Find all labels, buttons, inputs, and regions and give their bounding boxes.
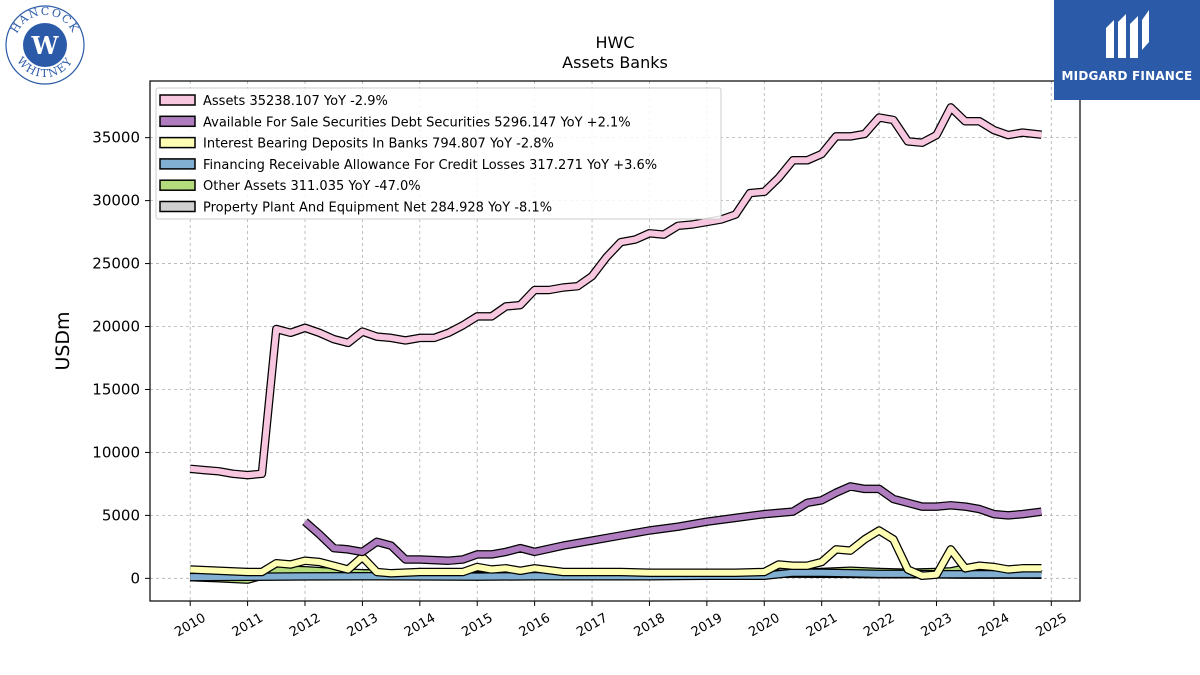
x-tick-label: 2020	[746, 611, 782, 641]
x-tick-label: 2023	[919, 611, 955, 641]
series-line-ibd	[190, 527, 1042, 579]
svg-text:W: W	[31, 31, 60, 60]
legend-swatch-ibd	[159, 136, 196, 149]
x-tick-label: 2019	[689, 611, 725, 641]
legend-label-allowance: Financing Receivable Allowance For Credi…	[203, 158, 657, 173]
midgard-finance-logo: MIDGARD FINANCE	[1054, 0, 1200, 100]
series-outline-afs	[302, 482, 1043, 565]
y-axis-label: USDm	[52, 311, 74, 370]
legend-label-ibd: Interest Bearing Deposits In Banks 794.8…	[203, 137, 554, 152]
legend-label-other: Other Assets 311.035 YoY -47.0%	[203, 179, 421, 194]
hancock-whitney-logo: W HANCOCK WHITNEY	[5, 5, 85, 85]
x-tick-label: 2010	[172, 611, 208, 641]
x-tick-label: 2013	[345, 611, 381, 641]
series-layer	[189, 103, 1043, 584]
legend: Assets 35238.107 YoY -2.9% Available For …	[155, 87, 722, 220]
x-tick-label: 2015	[459, 611, 495, 641]
x-tick-label: 2024	[976, 611, 1012, 641]
series-line-afs	[303, 483, 1042, 564]
midgard-brand-text: MIDGARD FINANCE	[1061, 69, 1193, 83]
x-tick-label: 2014	[402, 611, 438, 641]
x-tick-label: 2022	[861, 611, 897, 641]
plot-frame	[149, 80, 1081, 602]
legend-swatch-afs	[159, 115, 196, 128]
legend-swatch-allowance	[159, 158, 196, 170]
y-tick-label: 5000	[102, 506, 140, 524]
x-tick-label: 2012	[287, 611, 323, 641]
y-tick-label: 35000	[92, 129, 140, 147]
legend-label-afs: Available For Sale Securities Debt Secur…	[203, 115, 631, 130]
midgard-emblem-icon	[1106, 10, 1149, 58]
x-tick-label: 2018	[632, 611, 668, 641]
x-tick-label: 2025	[1033, 611, 1069, 641]
y-tick-label: 30000	[92, 192, 140, 210]
chart-subtitle: Assets Banks	[562, 53, 668, 72]
series-line-assets	[189, 104, 1042, 479]
y-tick-label: 15000	[92, 380, 140, 398]
legend-label-ppe: Property Plant And Equipment Net 284.928…	[203, 201, 552, 216]
legend-swatch-ppe	[159, 200, 196, 213]
x-tick-label: 2016	[517, 611, 553, 641]
legend-box	[155, 87, 722, 220]
legend-label-assets: Assets 35238.107 YoY -2.9%	[203, 94, 388, 109]
y-tick-label: 25000	[92, 255, 140, 273]
legend-swatch-other	[159, 179, 196, 191]
x-tick-label: 2017	[574, 611, 610, 641]
x-tick-label: 2021	[804, 611, 840, 641]
legend-swatch-assets	[159, 94, 196, 106]
chart-title: HWC	[595, 33, 634, 52]
x-tick-label: 2011	[230, 611, 266, 641]
y-tick-label: 10000	[92, 443, 140, 461]
y-tick-label: 0	[130, 569, 140, 587]
y-tick-label: 20000	[92, 318, 140, 336]
